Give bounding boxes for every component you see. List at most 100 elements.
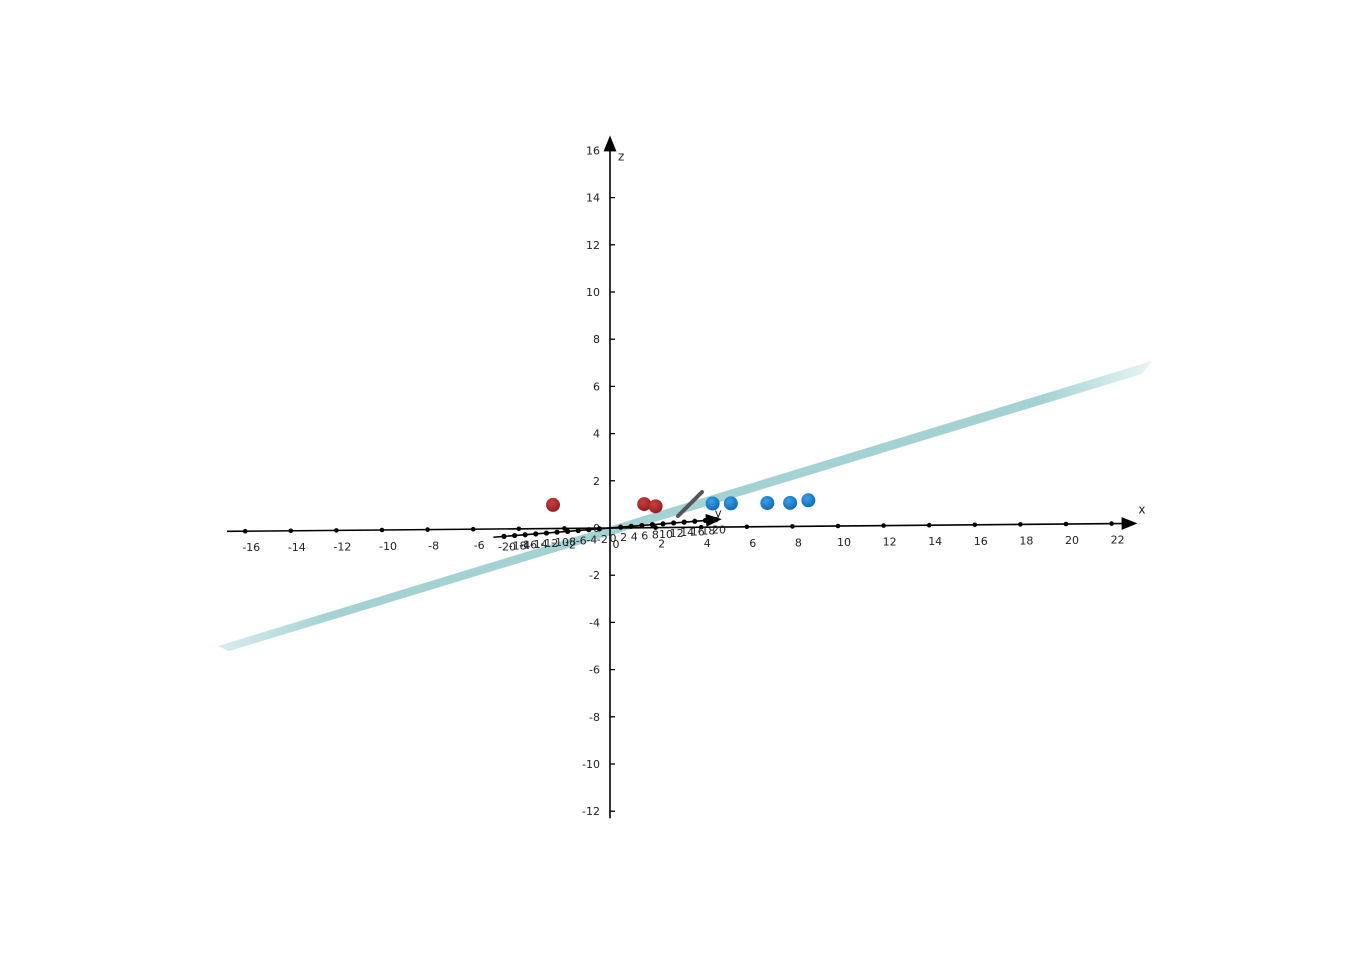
y-tick-mark [649, 522, 656, 528]
data-point-series-1[interactable] [705, 496, 720, 511]
y-tick-mark [618, 524, 624, 530]
data-point-series-0[interactable] [637, 497, 652, 512]
x-tick-mark [698, 524, 704, 530]
y-tick-label: -2 [597, 533, 608, 546]
z-tick-label: 4 [593, 428, 600, 441]
y-tick-label: 18 [701, 524, 715, 537]
x-tick-label: 4 [704, 537, 711, 550]
x-tick-mark [653, 525, 658, 530]
y-axis-line [493, 514, 722, 539]
data-point-series-0[interactable] [648, 499, 663, 514]
data-point-series-1[interactable] [723, 496, 738, 511]
z-tick-label: 16 [586, 144, 600, 157]
z-tick-label: 14 [586, 192, 600, 205]
y-tick-label: -14 [530, 538, 548, 551]
y-tick-label: 14 [680, 526, 694, 539]
data-point-series-1[interactable] [783, 495, 798, 510]
y-tick-mark [639, 522, 645, 529]
x-tick-mark [288, 528, 294, 534]
y-tick-label: -12 [540, 537, 558, 550]
data-point-series-0[interactable] [546, 497, 560, 512]
z-tick-label: 10 [586, 286, 600, 299]
y-tick-mark [596, 526, 603, 532]
x-tick-label: -16 [242, 541, 260, 554]
y-tick-label: -8 [565, 535, 576, 548]
y-tick-mark [501, 533, 507, 540]
axes-layer: x z y [226, 135, 1146, 819]
x-tick-mark [242, 528, 248, 534]
x-tick-mark [881, 523, 886, 528]
x-tick-mark [926, 522, 932, 528]
z-tick-label: -4 [589, 616, 600, 629]
points-layer [546, 493, 816, 514]
y-tick-label: -20 [498, 540, 516, 553]
y-tick-label: 4 [631, 530, 638, 543]
y-tick-label: 0 [610, 532, 617, 545]
x-tick-label: 0 [613, 538, 620, 551]
y-tick-mark [671, 520, 677, 526]
y-tick-label: 12 [670, 527, 684, 540]
x-tick-label: 8 [795, 536, 802, 549]
z-tick-label: 8 [593, 333, 600, 346]
x-tick-label: -4 [519, 539, 530, 552]
x-tick-label: -14 [288, 541, 306, 554]
x-tick-mark [744, 524, 750, 530]
z-axis-label: z [618, 150, 624, 164]
x-tick-mark [1109, 521, 1114, 526]
z-tick-label: 0 [593, 522, 600, 535]
y-tick-mark [692, 518, 698, 524]
x-tick-label: 2 [658, 538, 665, 551]
x-tick-label: -8 [428, 540, 439, 553]
z-tick-label: -2 [589, 569, 600, 582]
z-tick-label: -6 [589, 664, 600, 677]
data-point-series-1[interactable] [801, 493, 816, 508]
y-tick-label: 10 [659, 528, 673, 541]
y-tick-label: 6 [641, 529, 648, 542]
y-tick-mark [533, 531, 539, 537]
y-tick-mark [511, 532, 518, 539]
x-tick-label: -10 [379, 540, 397, 553]
z-tick-label: -10 [582, 758, 600, 771]
x-tick-label: 14 [928, 535, 942, 548]
y-tick-mark [575, 527, 581, 534]
x-tick-label: -12 [333, 540, 351, 553]
y-tick-label: 16 [691, 525, 705, 538]
y-tick-mark [543, 530, 550, 536]
x-tick-label: 22 [1111, 534, 1125, 547]
y-tick-label: -6 [576, 535, 587, 548]
y-tick-label: 8 [652, 529, 659, 542]
x-axis-label: x [1138, 502, 1145, 516]
y-tick-mark [660, 521, 666, 527]
y-tick-mark [554, 529, 560, 535]
x-tick-label: 12 [883, 536, 897, 549]
y-axis-label: y [715, 506, 722, 520]
x-tick-mark [562, 526, 567, 531]
z-tick-label: 2 [593, 475, 600, 488]
x-tick-mark [790, 524, 795, 529]
y-tick-label: 2 [620, 531, 627, 544]
y-tick-mark [681, 519, 687, 525]
x-axis-line [226, 517, 1138, 533]
x-tick-mark [1018, 522, 1023, 527]
x-tick-label: 18 [1019, 534, 1033, 547]
z-tick-label: -8 [589, 711, 600, 724]
x-tick-mark [470, 526, 476, 532]
y-tick-label: -10 [551, 536, 569, 549]
x-tick-label: -6 [474, 539, 485, 552]
x-tick-label: 6 [749, 537, 756, 550]
x-tick-label: 20 [1065, 534, 1079, 547]
x-tick-label: 10 [837, 536, 851, 549]
x-tick-mark [379, 527, 385, 533]
y-tick-mark [702, 517, 709, 524]
x-tick-mark [835, 523, 841, 529]
y-tick-mark [713, 517, 719, 523]
x-tick-label: 16 [974, 535, 988, 548]
y-tick-mark [586, 527, 592, 533]
x-tick-mark [972, 522, 978, 528]
z-tick-label: -12 [582, 805, 600, 818]
segment-mark [676, 490, 704, 518]
data-point-series-1[interactable] [760, 496, 775, 511]
y-tick-label: 20 [712, 524, 726, 537]
y-tick-label: -16 [519, 539, 537, 552]
